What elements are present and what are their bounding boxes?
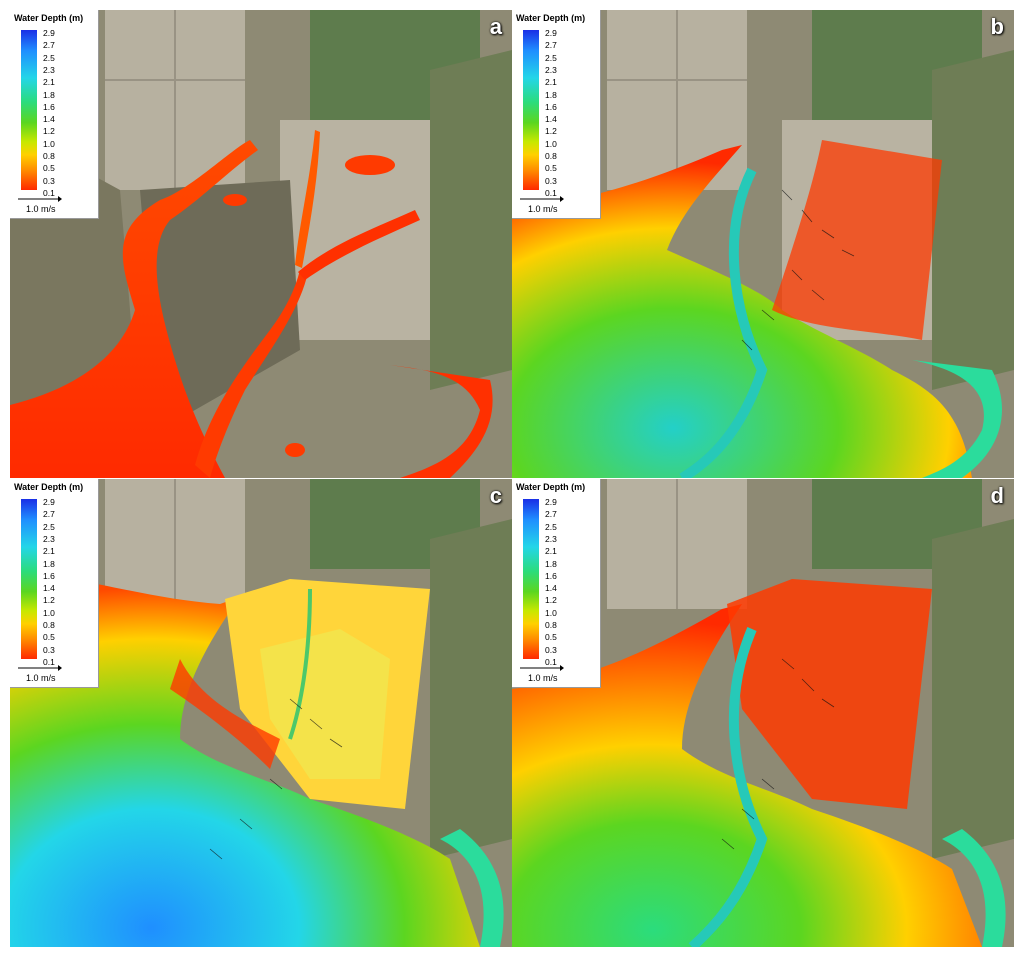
legend-tick-label: 2.3 [545,533,557,544]
vector-scale-label: 1.0 m/s [26,673,56,683]
legend-tick-label: 1.0 [545,607,557,618]
legend-tick-label: 1.4 [43,114,55,125]
map-a [10,10,512,478]
legend-ticks: 2.9 2.7 2.5 2.3 2.1 1.8 1.6 1.4 1.2 1.0 0.8 0.5 0.3 0… [43,497,83,667]
legend-tick-label: 1.4 [43,583,55,594]
legend-tick-label: 1.0 [43,607,55,618]
legend-tick-label: 2.5 [43,521,55,532]
legend-tick-label: 2.3 [545,64,557,75]
legend-tick-label: 0.8 [545,151,557,162]
legend-tick-label: 0.8 [43,151,55,162]
panel-label: d [990,483,1004,508]
legend-tick-label: 2.7 [545,40,557,51]
legend-tick-label: 1.6 [43,570,55,581]
legend-tick-label: 1.6 [545,101,557,112]
legend-title: Water Depth (m) [14,482,84,492]
map-b [512,10,1014,478]
legend-tick-label: 1.6 [545,570,557,581]
legend-tick-label: 2.3 [43,533,55,544]
map-panel-d: Water Depth (m) 2.9 2.7 2.5 2.3 2.1 1.8 1.6 1.4… [512,479,1014,947]
legend-tick-label: 1.2 [545,126,557,137]
legend-tick-label: 2.9 [43,28,55,38]
legend-tick-label: 0.3 [545,644,557,655]
legend-tick-label: 0.3 [545,175,557,186]
legend-tick-label: 2.9 [545,497,557,507]
legend-tick-label: 1.8 [545,89,557,100]
legend-tick-label: 2.1 [545,77,557,88]
legend-tick-label: 2.5 [545,521,557,532]
legend-tick-label: 0.5 [43,163,55,174]
legend: Water Depth (m) 2.9 2.7 2.5 2.3 2.1 1.8 1.6 1.4… [512,479,601,688]
legend-tick-label: 1.2 [43,595,55,606]
legend-tick-label: 1.8 [545,558,557,569]
legend-tick-label: 0.8 [545,620,557,631]
vector-scale-label: 1.0 m/s [528,673,558,683]
legend-tick-label: 1.4 [545,583,557,594]
legend-tick-label: 1.6 [43,101,55,112]
legend-tick-label: 2.7 [43,509,55,520]
legend-title: Water Depth (m) [14,13,84,23]
legend-tick-label: 1.2 [545,595,557,606]
legend-tick-label: 0.5 [545,163,557,174]
legend-tick-label: 0.8 [43,620,55,631]
vector-scale-label: 1.0 m/s [26,204,56,214]
legend: Water Depth (m) 2.9 2.7 2.5 2.3 2.1 1.8 1.6 1.4… [512,10,601,219]
legend-ticks: 2.9 2.7 2.5 2.3 2.1 1.8 1.6 1.4 1.2 1.0 0.8 0.5 0.3 0… [545,497,585,667]
legend-tick-label: 0.5 [43,632,55,643]
legend-color-bar [523,30,539,190]
legend-ticks: 2.9 2.7 2.5 2.3 2.1 1.8 1.6 1.4 1.2 1.0 0.8 0.5 0.3 0… [43,28,83,198]
vector-scale-arrow-icon [520,196,564,202]
legend-tick-label: 1.8 [43,558,55,569]
legend-tick-label: 1.0 [43,138,55,149]
panel-label: a [489,14,502,39]
legend-title: Water Depth (m) [516,13,586,23]
legend: Water Depth (m) 2.9 2.7 2.5 2.3 2.1 1.8 1.6 1.4… [10,479,99,688]
panel-label: c [489,483,502,508]
vector-scale-arrow-icon [18,665,62,671]
legend-tick-label: 2.7 [545,509,557,520]
legend-tick-label: 0.5 [545,632,557,643]
legend-color-bar [21,30,37,190]
legend-tick-label: 0.1 [43,657,55,667]
legend-tick-label: 2.9 [545,28,557,38]
legend-tick-label: 0.3 [43,644,55,655]
legend-tick-label: 2.7 [43,40,55,51]
legend-tick-label: 2.5 [43,52,55,63]
map-c [10,479,512,947]
legend-tick-label: 1.0 [545,138,557,149]
legend-color-bar [523,499,539,659]
legend-tick-label: 2.1 [43,77,55,88]
legend-tick-label: 2.9 [43,497,55,507]
legend-tick-label: 0.1 [545,657,557,667]
vector-scale-label: 1.0 m/s [528,204,558,214]
map-panel-c: Water Depth (m) 2.9 2.7 2.5 2.3 2.1 1.8 1.6 1.4… [10,479,512,947]
legend-tick-label: 2.1 [43,546,55,557]
legend: Water Depth (m) 2.9 2.7 2.5 2.3 2.1 1.8 1.6 1.4… [10,10,99,219]
legend-title: Water Depth (m) [516,482,586,492]
legend-tick-label: 0.1 [43,188,55,198]
vector-scale-arrow-icon [520,665,564,671]
legend-tick-label: 1.2 [43,126,55,137]
legend-tick-label: 0.3 [43,175,55,186]
map-panel-b: Water Depth (m) 2.9 2.7 2.5 2.3 2.1 1.8 1.6 1.4… [512,10,1014,478]
legend-tick-label: 0.1 [545,188,557,198]
legend-tick-label: 1.8 [43,89,55,100]
legend-tick-label: 2.5 [545,52,557,63]
legend-tick-label: 2.1 [545,546,557,557]
legend-color-bar [21,499,37,659]
vector-scale-arrow-icon [18,196,62,202]
legend-tick-label: 2.3 [43,64,55,75]
legend-tick-label: 1.4 [545,114,557,125]
panel-label: b [990,14,1004,39]
legend-ticks: 2.9 2.7 2.5 2.3 2.1 1.8 1.6 1.4 1.2 1.0 0.8 0.5 0.3 0… [545,28,585,198]
map-panel-a: Water Depth (m) 2.9 2.7 2.5 2.3 2.1 1.8 1.6 1.4… [10,10,512,478]
